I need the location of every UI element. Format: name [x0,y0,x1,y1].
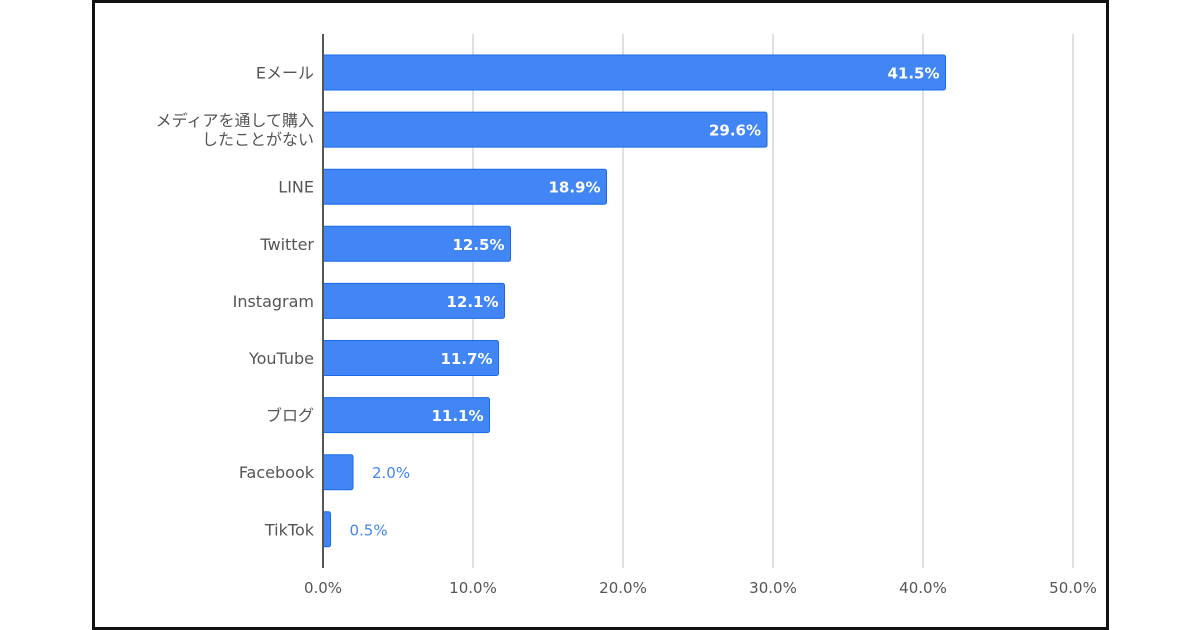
x-tick-label: 30.0% [749,579,797,597]
bar [322,54,946,91]
x-tick-label: 20.0% [599,579,647,597]
data-label: 11.7% [440,350,492,368]
data-label: 29.6% [709,122,761,140]
category-label: ブログ [266,406,314,425]
data-label: 41.5% [887,65,939,83]
data-label: 12.1% [446,293,498,311]
data-label: 18.9% [548,179,600,197]
x-tick-label: 50.0% [1049,579,1097,597]
category-label: Twitter [259,235,314,254]
category-label: Eメール [256,64,314,83]
category-label: Facebook [239,463,315,482]
bar [322,511,331,548]
x-tick-label: 0.0% [304,579,342,597]
category-label: TikTok [264,520,315,539]
x-tick-label: 40.0% [899,579,947,597]
bar [322,454,354,491]
bar [322,111,768,148]
category-label: メディアを通して購入したことがない [156,111,314,149]
category-label: Instagram [233,292,314,311]
chart-frame [92,0,1109,630]
data-label: 2.0% [372,464,410,482]
x-tick-label: 10.0% [449,579,497,597]
data-label: 0.5% [350,521,388,539]
data-label: 12.5% [452,236,504,254]
data-label: 11.1% [431,407,483,425]
category-label: LINE [278,178,314,197]
category-label: YouTube [248,349,314,368]
